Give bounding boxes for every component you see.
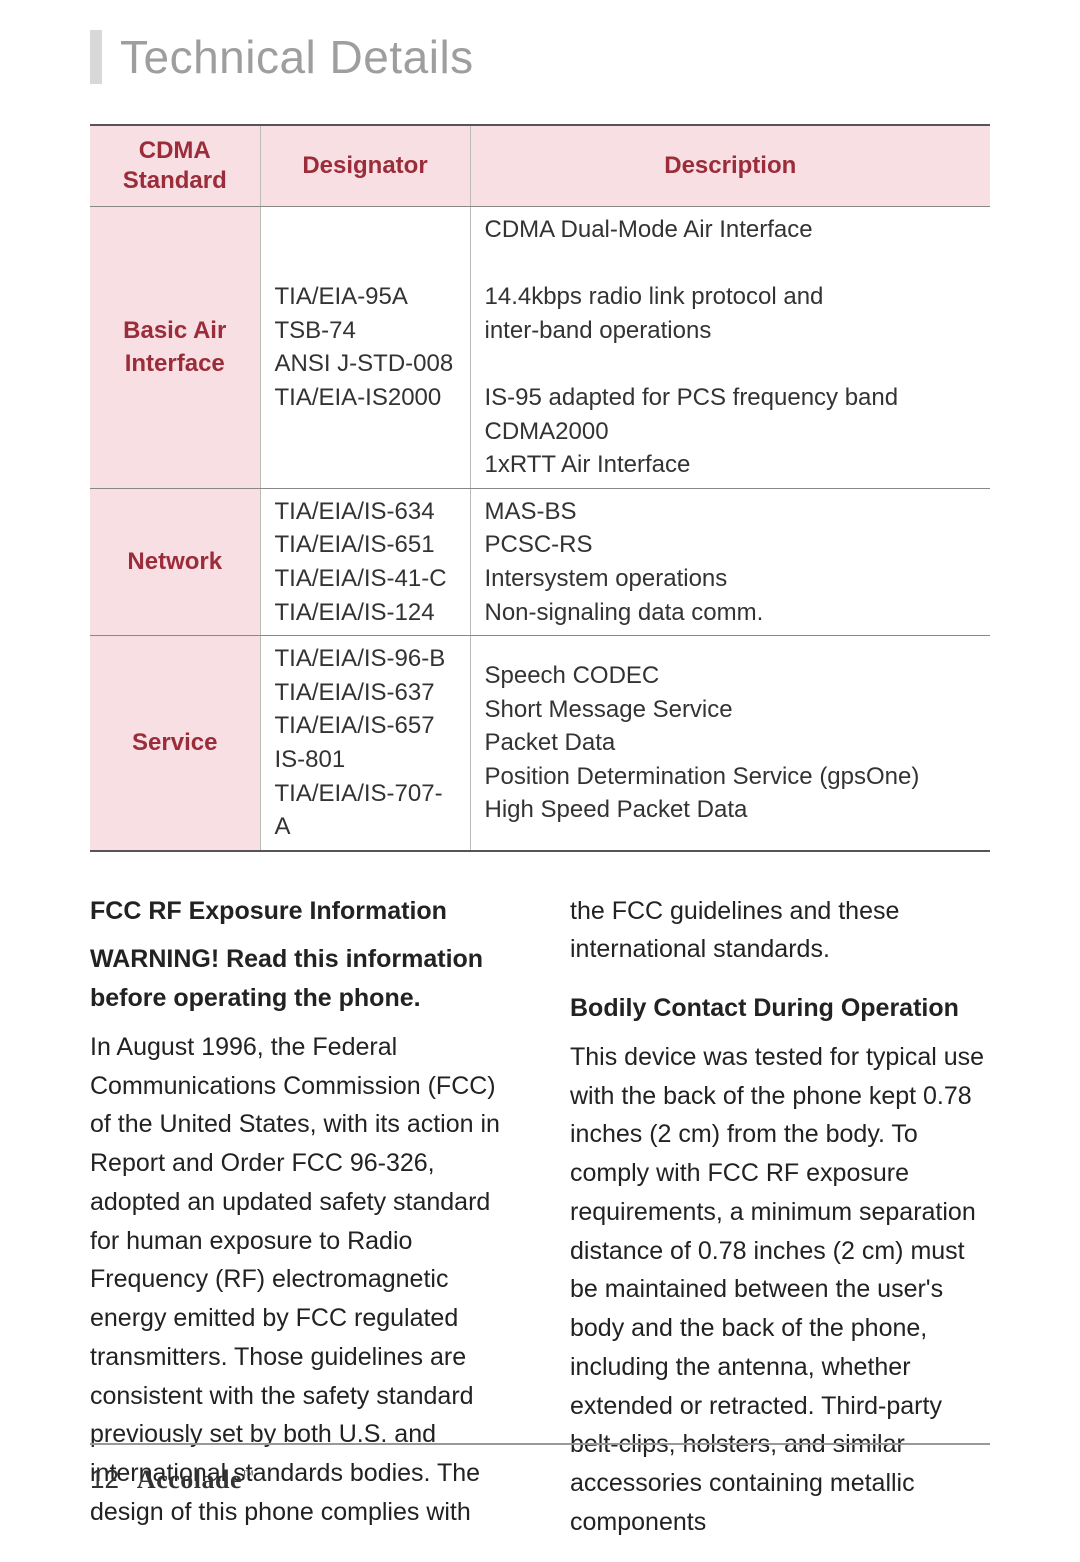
right-column: the FCC guidelines and these internation… — [570, 892, 990, 1562]
designators-service: TIA/EIA/IS-96-B TIA/EIA/IS-637 TIA/EIA/I… — [260, 636, 470, 851]
paragraph-fcc: In August 1996, the Federal Communicatio… — [90, 1028, 510, 1532]
page-number: 12 — [90, 1464, 119, 1495]
paragraph-continuation: the FCC guidelines and these internation… — [570, 892, 990, 970]
descriptions-network: MAS-BS PCSC-RS Intersystem operations No… — [470, 488, 990, 635]
col-header-designator: Designator — [260, 125, 470, 207]
designators-basic-air: TIA/EIA-95A TSB-74 ANSI J-STD-008 TIA/EI… — [260, 207, 470, 489]
table-row: Network TIA/EIA/IS-634 TIA/EIA/IS-651 TI… — [90, 488, 990, 635]
heading-title: Technical Details — [120, 30, 474, 84]
body-two-column: FCC RF Exposure Information WARNING! Rea… — [90, 892, 990, 1562]
table-header-row: CDMA Standard Designator Description — [90, 125, 990, 207]
table-row: Basic Air Interface TIA/EIA-95A TSB-74 A… — [90, 207, 990, 489]
col-header-cdma: CDMA Standard — [90, 125, 260, 207]
standards-table: CDMA Standard Designator Description Bas… — [90, 124, 990, 852]
designators-network: TIA/EIA/IS-634 TIA/EIA/IS-651 TIA/EIA/IS… — [260, 488, 470, 635]
page-heading: Technical Details — [90, 30, 990, 84]
section-heading-warning: WARNING! Read this information before op… — [90, 940, 510, 1018]
group-label-service: Service — [90, 636, 260, 851]
brand-text: Accolade — [137, 1465, 242, 1494]
section-heading-fcc: FCC RF Exposure Information — [90, 892, 510, 931]
section-heading-bodily: Bodily Contact During Operation — [570, 989, 990, 1028]
footer-rule — [90, 1443, 990, 1445]
page-footer: 12 Accolade™ — [90, 1464, 254, 1495]
heading-accent-bar — [90, 30, 102, 84]
trademark-symbol: ™ — [242, 1467, 254, 1481]
table-row: Service TIA/EIA/IS-96-B TIA/EIA/IS-637 T… — [90, 636, 990, 851]
left-column: FCC RF Exposure Information WARNING! Rea… — [90, 892, 510, 1562]
paragraph-bodily: This device was tested for typical use w… — [570, 1038, 990, 1542]
group-label-network: Network — [90, 488, 260, 635]
descriptions-basic-air: CDMA Dual-Mode Air Interface 14.4kbps ra… — [470, 207, 990, 489]
col-header-description: Description — [470, 125, 990, 207]
brand-name: Accolade™ — [137, 1465, 254, 1495]
group-label-basic-air: Basic Air Interface — [90, 207, 260, 489]
descriptions-service: Speech CODEC Short Message Service Packe… — [470, 636, 990, 851]
